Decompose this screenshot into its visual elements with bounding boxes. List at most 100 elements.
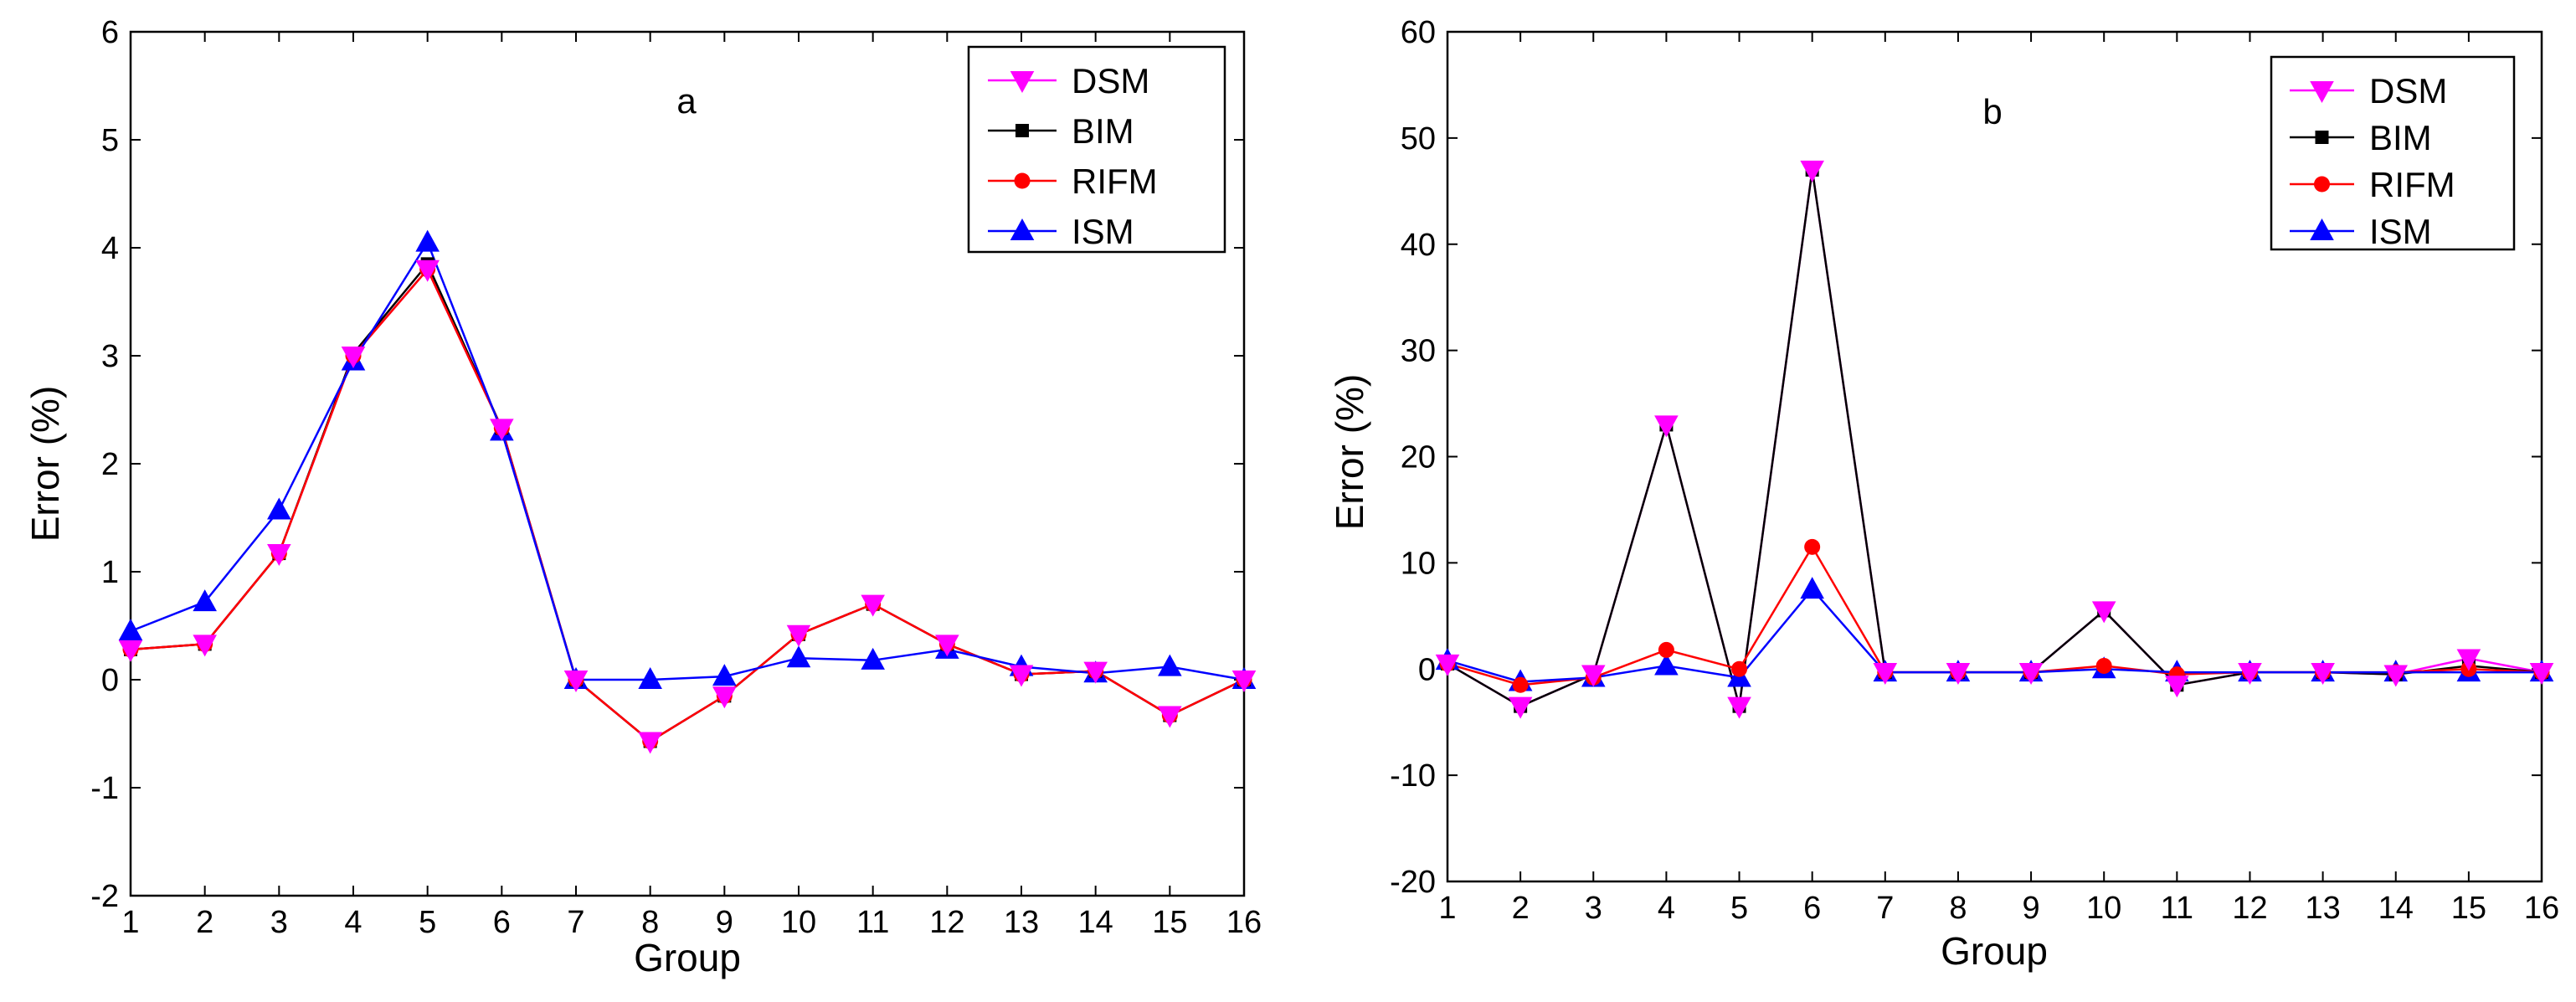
x-tick-label: 16 xyxy=(2524,891,2559,926)
series-lines xyxy=(130,239,1245,743)
x-tick-label: 1 xyxy=(121,905,139,940)
x-tick-label: 8 xyxy=(1949,891,1967,926)
legend-marker-dsm xyxy=(2310,80,2334,103)
data-point-rifm xyxy=(1658,641,1674,658)
legend-label-rifm: RIFM xyxy=(1072,162,1158,201)
data-point-dsm xyxy=(1083,661,1108,684)
x-tick-label: 6 xyxy=(493,905,511,940)
x-tick-label: 9 xyxy=(716,905,733,940)
data-point-dsm xyxy=(118,640,143,662)
data-point-dsm xyxy=(1508,696,1533,719)
series-markers xyxy=(118,229,1257,754)
data-point-dsm xyxy=(490,419,514,441)
data-point-dsm xyxy=(2311,663,2335,686)
data-point-dsm xyxy=(1158,706,1182,728)
data-point-rifm xyxy=(1804,538,1821,555)
data-point-dsm xyxy=(2091,601,2116,624)
legend-label-bim: BIM xyxy=(1072,111,1134,151)
data-point-dsm xyxy=(712,686,737,709)
y-tick-label: -10 xyxy=(1390,758,1436,794)
x-tick-label: 12 xyxy=(929,905,964,940)
series-lines xyxy=(1447,169,2543,708)
x-tick-label: 3 xyxy=(270,905,288,940)
x-tick-label: 4 xyxy=(1658,891,1675,926)
data-point-dsm xyxy=(1435,654,1460,676)
data-point-dsm xyxy=(2165,676,2189,698)
data-point-ism xyxy=(861,647,885,670)
y-tick-label: -2 xyxy=(90,879,119,914)
x-tick-label: 15 xyxy=(2451,891,2486,926)
data-point-ism xyxy=(267,497,291,520)
legend-marker-bim xyxy=(1015,124,1029,137)
data-point-ism xyxy=(638,667,662,690)
data-point-ism xyxy=(193,589,217,612)
data-point-ism xyxy=(118,619,143,640)
x-tick-label: 3 xyxy=(1585,891,1602,926)
legend: DSM BIM RIFM ISM xyxy=(967,45,1226,254)
x-axis-label: Group xyxy=(634,936,741,979)
data-point-dsm xyxy=(2456,649,2481,671)
x-axis: 1 2 3 4 5 6 7 8 9 10 11 12 13 14 15 16 xyxy=(1438,32,2559,926)
x-tick-label: 11 xyxy=(2161,891,2193,926)
data-point-dsm xyxy=(2018,663,2044,686)
data-point-dsm xyxy=(1009,665,1034,687)
data-point-dsm xyxy=(341,346,366,368)
legend-marker-dsm xyxy=(1010,70,1035,93)
data-point-dsm xyxy=(1873,663,1898,686)
legend-marker-ism xyxy=(1010,218,1035,241)
data-point-rifm xyxy=(1512,676,1529,693)
data-point-rifm xyxy=(2095,657,2112,674)
x-tick-label: 1 xyxy=(1438,891,1456,926)
x-tick-label: 10 xyxy=(2086,891,2121,926)
legend-box xyxy=(2270,55,2516,251)
series-line-ism xyxy=(1447,588,2542,683)
x-tick-label: 12 xyxy=(2232,891,2267,926)
y-axis-label: Error (%) xyxy=(23,386,67,542)
data-point-dsm xyxy=(2383,665,2409,687)
y-axis-label: Error (%) xyxy=(1328,374,1371,531)
y-tick-label: 6 xyxy=(101,15,119,50)
x-tick-label: 7 xyxy=(1876,891,1894,926)
x-tick-label: 14 xyxy=(1078,905,1113,940)
x-tick-label: 7 xyxy=(567,905,584,940)
legend-label-rifm: RIFM xyxy=(2369,165,2455,204)
x-tick-label: 11 xyxy=(856,905,889,940)
x-axis-label: Group xyxy=(1941,929,2048,973)
y-tick-label: 10 xyxy=(1401,546,1436,581)
x-tick-label: 16 xyxy=(1226,905,1262,940)
data-point-dsm xyxy=(563,670,589,692)
x-tick-label: 6 xyxy=(1803,891,1821,926)
x-tick-label: 4 xyxy=(344,905,362,940)
y-tick-label: 60 xyxy=(1401,15,1436,50)
data-point-dsm xyxy=(638,732,662,754)
y-tick-label: 2 xyxy=(101,447,119,482)
legend-label-dsm: DSM xyxy=(2369,71,2447,110)
data-point-dsm xyxy=(1654,415,1679,438)
x-tick-label: 13 xyxy=(1004,905,1039,940)
data-point-ism xyxy=(1654,653,1679,676)
y-tick-label: 50 xyxy=(1401,121,1436,157)
legend-marker-rifm xyxy=(1014,172,1031,189)
x-tick-label: 2 xyxy=(196,905,213,940)
y-tick-label: 40 xyxy=(1401,228,1436,263)
data-point-dsm xyxy=(415,259,440,282)
legend-marker-rifm xyxy=(2314,176,2330,193)
series-markers xyxy=(1435,160,2554,719)
legend-label-dsm: DSM xyxy=(1072,61,1149,100)
legend-label-bim: BIM xyxy=(2369,118,2432,157)
x-tick-label: 2 xyxy=(1512,891,1530,926)
data-point-rifm xyxy=(1731,660,1748,677)
data-point-dsm xyxy=(1800,160,1824,182)
x-tick-label: 5 xyxy=(419,905,436,940)
data-point-dsm xyxy=(1727,696,1751,719)
y-tick-label: -20 xyxy=(1390,865,1436,900)
data-point-ism xyxy=(786,645,811,668)
x-tick-label: 13 xyxy=(2305,891,2340,926)
data-point-ism xyxy=(1800,577,1824,599)
panel-label: b xyxy=(1982,92,2002,131)
y-tick-label: 1 xyxy=(101,555,119,590)
legend-label-ism: ISM xyxy=(1072,212,1134,251)
